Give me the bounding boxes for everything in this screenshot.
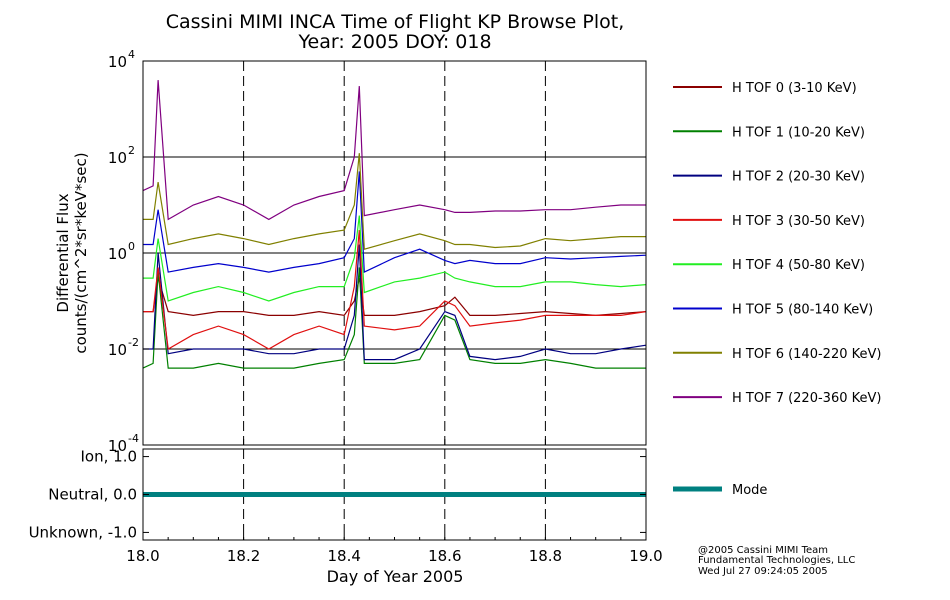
mode-ytick-label-0: Ion, 1.0	[81, 448, 138, 466]
legend-label-tof0: H TOF 0 (3-10 KeV)	[732, 81, 857, 96]
series-line-tof3	[143, 230, 647, 350]
series-line-tof2	[143, 244, 647, 361]
credit-timestamp: Wed Jul 27 09:24:05 2005	[698, 566, 828, 577]
series-line-tof0	[143, 277, 647, 317]
xtick-label-5: 19.0	[629, 547, 662, 565]
x-ticks: 18.0 18.2 18.4 18.6 18.8 19.0	[126, 439, 663, 565]
mode-y-ticks: Ion, 1.0 Neutral, 0.0 Unknown, -1.0	[29, 448, 646, 541]
flux-ytick-exp-3: 2	[128, 144, 135, 157]
flux-ytick-base-2: 10	[108, 245, 127, 263]
flux-ytick-base-0: 10	[108, 437, 127, 455]
x-axis-label: Day of Year 2005	[327, 567, 464, 586]
xtick-label-3: 18.6	[428, 547, 461, 565]
flux-ytick-exp-0: -4	[128, 432, 139, 445]
legend-label-tof7: H TOF 7 (220-360 KeV)	[732, 391, 881, 406]
series-line-tof7	[142, 80, 646, 221]
flux-ytick-base-4: 10	[108, 53, 127, 71]
flux-ytick-exp-2: 0	[128, 240, 135, 253]
flux-ytick-exp-4: 4	[128, 48, 135, 61]
credit-team: @2005 Cassini MIMI Team	[698, 545, 828, 556]
flux-series	[142, 80, 647, 369]
legend-label-tof6: H TOF 6 (140-220 KeV)	[732, 347, 881, 362]
legend-label-tof2: H TOF 2 (20-30 KeV)	[732, 170, 865, 185]
series-line-tof4	[143, 215, 647, 302]
series-line-tof6	[143, 153, 646, 250]
plot-title-line2: Year: 2005 DOY: 018	[297, 31, 491, 53]
mode-ytick-label-2: Unknown, -1.0	[29, 523, 137, 541]
series-line-tof5	[143, 171, 647, 274]
plot-title-line1: Cassini MIMI INCA Time of Flight KP Brow…	[166, 11, 625, 33]
flux-ytick-exp-1: -2	[128, 336, 139, 349]
flux-ylabel-line2: counts/(cm^2*sr*keV*sec)	[72, 152, 90, 353]
xtick-label-1: 18.2	[227, 547, 260, 565]
legend-label-mode: Mode	[732, 483, 767, 498]
legend-label-tof4: H TOF 4 (50-80 KeV)	[732, 258, 865, 273]
xtick-label-2: 18.4	[327, 547, 360, 565]
mode-ytick-label-1: Neutral, 0.0	[48, 486, 137, 504]
xtick-label-4: 18.8	[529, 547, 562, 565]
flux-ylabel-line1: Differential Flux	[54, 193, 72, 312]
flux-ytick-base-3: 10	[108, 149, 127, 167]
flux-grid	[143, 61, 646, 445]
legend-label-tof1: H TOF 1 (10-20 KeV)	[732, 125, 865, 140]
legend-label-tof3: H TOF 3 (30-50 KeV)	[732, 214, 865, 229]
legend: H TOF 0 (3-10 KeV) H TOF 1 (10-20 KeV) H T…	[673, 81, 881, 498]
legend-label-tof5: H TOF 5 (80-140 KeV)	[732, 303, 873, 318]
xtick-label-0: 18.0	[126, 547, 159, 565]
flux-ytick-base-1: 10	[108, 341, 127, 359]
credit-company: Fundamental Technologies, LLC	[698, 555, 856, 566]
